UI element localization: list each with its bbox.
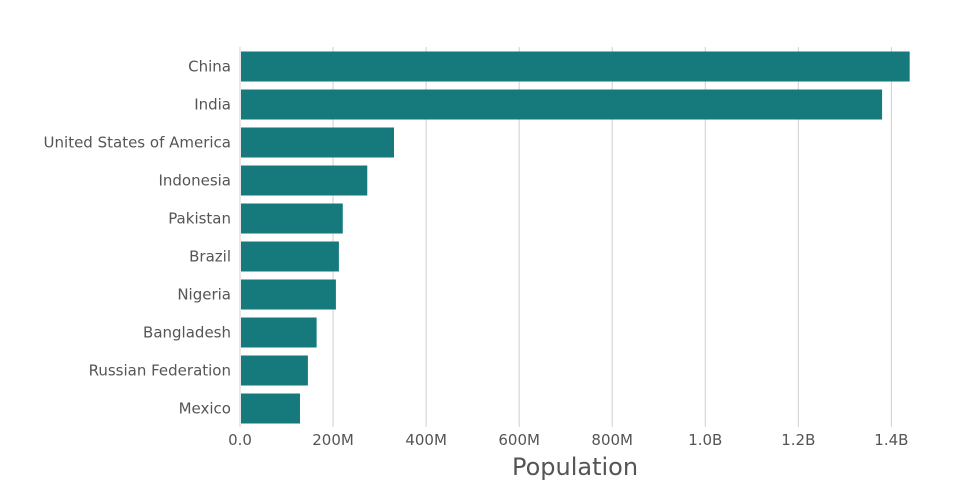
category-label: Russian Federation [89, 362, 231, 380]
bar [241, 279, 336, 310]
category-label: Nigeria [177, 286, 231, 304]
x-tick-label: 1.4B [874, 431, 908, 449]
category-label: Indonesia [158, 172, 231, 190]
x-tick-label: 800M [591, 431, 633, 449]
category-label: United States of America [44, 134, 231, 152]
bar [241, 317, 317, 348]
bar [241, 241, 339, 272]
bar [241, 127, 395, 158]
x-tick-label: 600M [498, 431, 540, 449]
x-tick-label: 400M [405, 431, 447, 449]
x-tick-labels: 0.0 200M 400M 600M 800M 1.0B 1.2B 1.4B [228, 431, 908, 449]
category-label: Bangladesh [143, 324, 231, 342]
x-tick-label: 1.0B [688, 431, 722, 449]
bar [241, 355, 308, 386]
category-label: Pakistan [168, 210, 231, 228]
category-labels: China India United States of America Indone… [44, 58, 231, 418]
category-label: China [188, 58, 231, 76]
x-tick-label: 200M [312, 431, 354, 449]
bar [241, 165, 368, 196]
bar [241, 51, 910, 82]
bar [241, 89, 883, 120]
category-label: India [194, 96, 231, 114]
x-tick-label: 0.0 [228, 431, 252, 449]
category-label: Mexico [179, 400, 231, 418]
bars [241, 51, 910, 424]
x-axis-title: Population [512, 453, 638, 481]
category-label: Brazil [189, 248, 231, 266]
x-tick-label: 1.2B [781, 431, 815, 449]
bar [241, 393, 300, 424]
bar [241, 203, 343, 234]
